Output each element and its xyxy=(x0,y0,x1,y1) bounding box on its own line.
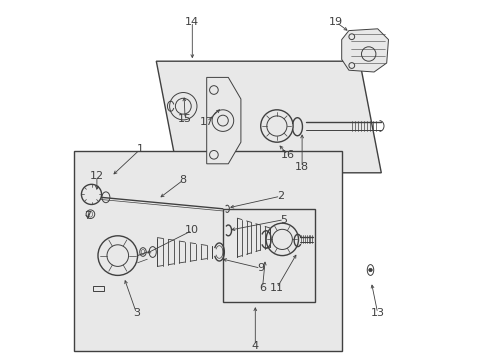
Text: 11: 11 xyxy=(269,283,284,293)
Text: 3: 3 xyxy=(133,308,140,318)
Text: 12: 12 xyxy=(90,171,104,181)
Text: 18: 18 xyxy=(294,162,308,172)
Ellipse shape xyxy=(149,247,156,257)
Text: 10: 10 xyxy=(185,225,199,235)
Text: 8: 8 xyxy=(180,175,186,185)
Text: 13: 13 xyxy=(370,308,384,318)
Circle shape xyxy=(81,184,102,204)
Bar xyxy=(223,209,314,302)
Circle shape xyxy=(348,34,354,40)
Bar xyxy=(73,151,341,351)
Circle shape xyxy=(265,223,298,256)
Text: 4: 4 xyxy=(251,341,258,351)
Text: 7: 7 xyxy=(84,211,91,221)
Text: 6: 6 xyxy=(259,283,265,293)
Bar xyxy=(92,286,104,291)
Text: 2: 2 xyxy=(276,191,284,201)
Circle shape xyxy=(348,63,354,68)
Text: 19: 19 xyxy=(328,17,343,27)
Polygon shape xyxy=(156,61,381,173)
Polygon shape xyxy=(206,77,241,164)
Circle shape xyxy=(260,110,292,142)
Circle shape xyxy=(98,236,137,275)
Text: 17: 17 xyxy=(199,117,213,127)
Text: 15: 15 xyxy=(178,114,192,124)
Text: 9: 9 xyxy=(257,263,264,273)
Polygon shape xyxy=(341,29,387,72)
Text: 16: 16 xyxy=(280,150,294,160)
Text: 14: 14 xyxy=(185,17,199,27)
Text: 5: 5 xyxy=(280,215,287,225)
Circle shape xyxy=(368,268,371,272)
Circle shape xyxy=(86,210,95,219)
Text: 1: 1 xyxy=(136,144,143,154)
